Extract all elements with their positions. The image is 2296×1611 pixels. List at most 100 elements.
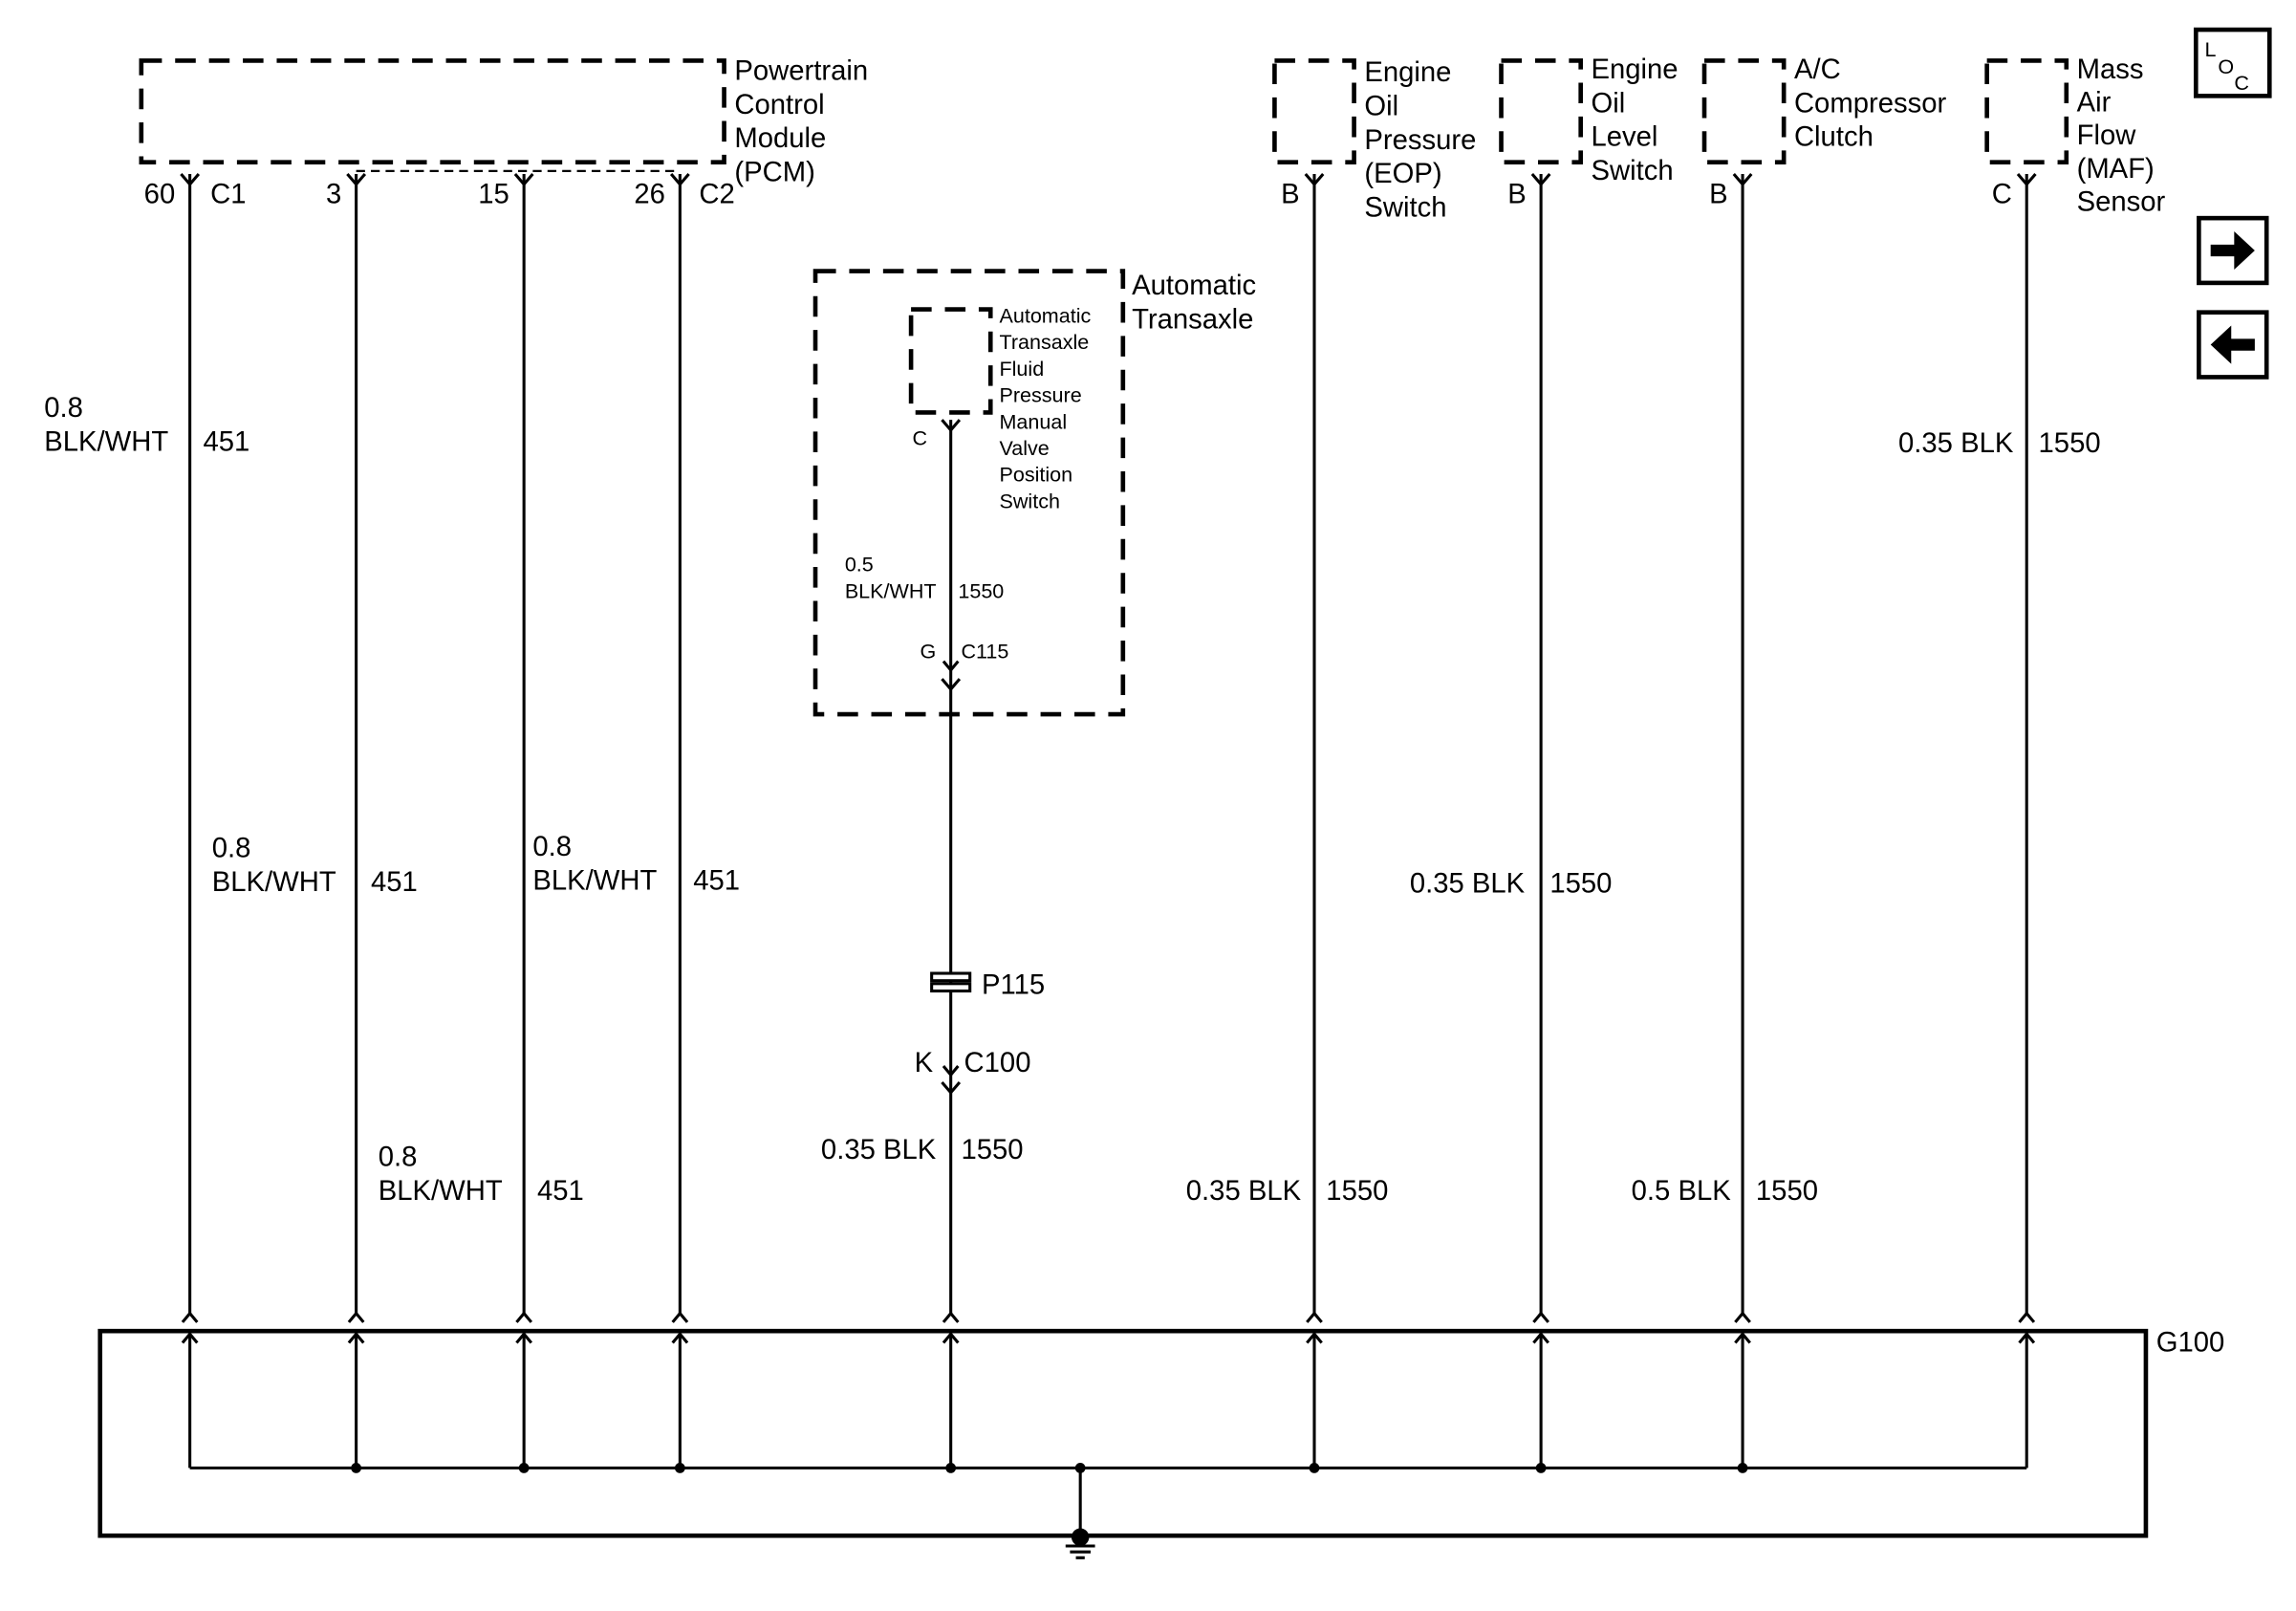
wire-color: BLK/WHT — [212, 867, 336, 898]
wire-size-color: 0.35 BLK — [1410, 868, 1526, 899]
ground-terminal — [671, 1311, 689, 1323]
transaxle-label-line: Transaxle — [1132, 305, 1253, 336]
fluid-pressure-switch-label-line: Position — [999, 463, 1072, 487]
ac-box — [1701, 58, 1787, 164]
splice-dot — [1535, 1462, 1547, 1473]
pin-label: 3 — [326, 180, 341, 210]
transaxle-label-line: Automatic — [1132, 271, 1256, 301]
loc-icon: C — [2234, 71, 2249, 95]
loc-icon: L — [2205, 37, 2217, 61]
ground-terminal — [2018, 1311, 2036, 1323]
fluid-pressure-switch-label-line: Switch — [999, 489, 1059, 512]
fluid-pressure-switch-label-line: Valve — [999, 436, 1049, 460]
splice-pack-label: P115 — [982, 970, 1045, 1001]
ground-terminal — [347, 1311, 365, 1323]
ground-g100-label: G100 — [2156, 1328, 2225, 1359]
ac-label-line: A/C — [1794, 54, 1841, 85]
pin-label: 60 — [144, 180, 176, 210]
pin-terminal — [941, 419, 962, 433]
pin-label: G — [921, 640, 937, 664]
wire-color: BLK/WHT — [379, 1176, 503, 1207]
connector-c115-male — [942, 660, 960, 673]
ground-terminal — [1306, 1311, 1323, 1323]
circuit-number: 1550 — [961, 1135, 1023, 1165]
splice-dot — [518, 1462, 530, 1473]
pcm-label-line: Control — [734, 90, 824, 120]
eol-label-line: Oil — [1591, 88, 1625, 119]
circuit-number: 451 — [693, 865, 740, 896]
maf-label-line: Sensor — [2077, 186, 2166, 217]
fluid-pressure-switch-label-line: Pressure — [999, 383, 1081, 407]
pin-terminal — [1732, 172, 1753, 187]
loc-icon: O — [2218, 54, 2234, 78]
loc-button[interactable] — [2193, 27, 2272, 98]
circuit-number: 1550 — [958, 578, 1004, 602]
ac-label-line: Compressor — [1794, 88, 1947, 119]
connector-c2-label: C2 — [699, 180, 734, 210]
pin-terminal — [513, 172, 534, 187]
pcm-box — [139, 58, 726, 164]
ground-terminal — [181, 1311, 199, 1323]
eol-label-line: Switch — [1591, 156, 1673, 186]
wire-color: BLK/WHT — [44, 426, 168, 457]
pin-label: B — [1709, 180, 1728, 210]
ac-label-line: Clutch — [1794, 122, 1874, 153]
pin-terminal — [1304, 172, 1325, 187]
eop-box — [1272, 58, 1356, 164]
maf-label-line: (MAF) — [2077, 154, 2155, 185]
eol-label-line: Engine — [1591, 54, 1678, 85]
connector-c100-female — [941, 1080, 962, 1096]
connector-c115-female — [941, 678, 962, 692]
circuit-number: 1550 — [1756, 1176, 1818, 1207]
connector-c1-label: C1 — [210, 180, 246, 210]
ground-terminal — [1532, 1311, 1549, 1323]
pcm-label-line: Powertrain — [734, 55, 868, 86]
wire-color: BLK/WHT — [845, 578, 937, 602]
pin-label: 26 — [634, 180, 665, 210]
circuit-number: 1550 — [2039, 428, 2101, 459]
pin-terminal — [669, 172, 690, 187]
eop-label-line: Engine — [1364, 57, 1451, 88]
pin-label: C — [1992, 180, 2012, 210]
pin-label: C — [912, 425, 927, 449]
pin-label: B — [1507, 180, 1527, 210]
splice-dot — [945, 1462, 957, 1473]
pcm-label-line: (PCM) — [734, 158, 814, 188]
ground-terminal — [1734, 1311, 1751, 1323]
ground-terminal — [942, 1311, 960, 1323]
splice-dot — [1074, 1462, 1086, 1473]
pin-terminal — [180, 172, 201, 187]
ground-g100-box — [97, 1328, 2149, 1538]
arrow-left-icon — [2210, 325, 2255, 364]
wire-size: 0.8 — [212, 833, 251, 863]
eol-label-line: Level — [1591, 122, 1657, 153]
fluid-pressure-switch-box — [908, 307, 993, 415]
connector-c100-label: C100 — [964, 1048, 1031, 1078]
fluid-pressure-switch-label-line: Fluid — [999, 357, 1044, 381]
wire-size-color: 0.35 BLK — [1898, 428, 2014, 459]
circuit-number: 1550 — [1326, 1176, 1388, 1207]
wire-size: 0.8 — [532, 832, 572, 862]
circuit-number: 451 — [371, 867, 418, 898]
ground-symbol-icon — [1065, 1544, 1095, 1559]
ground-terminal — [515, 1311, 533, 1323]
fluid-pressure-switch-label-line: Transaxle — [999, 330, 1089, 354]
splice-pack-icon — [930, 982, 972, 993]
wire-size: 0.5 — [845, 553, 874, 577]
wire-size-color: 0.35 BLK — [821, 1135, 937, 1165]
pin-label: K — [915, 1048, 934, 1078]
maf-label-line: Mass — [2077, 54, 2144, 85]
wire-size-color: 0.35 BLK — [1186, 1176, 1302, 1207]
prev-button[interactable] — [2197, 310, 2269, 380]
circuit-number: 451 — [203, 426, 249, 457]
pin-terminal — [346, 172, 367, 187]
connector-c115-label: C115 — [961, 640, 1008, 664]
pin-terminal — [1530, 172, 1551, 187]
splice-dot — [1737, 1462, 1748, 1473]
wire-color: BLK/WHT — [532, 865, 657, 896]
splice-dot — [351, 1462, 362, 1473]
pin-label: B — [1281, 180, 1300, 210]
pin-label: 15 — [478, 180, 509, 210]
eop-label-line: Pressure — [1364, 125, 1476, 156]
